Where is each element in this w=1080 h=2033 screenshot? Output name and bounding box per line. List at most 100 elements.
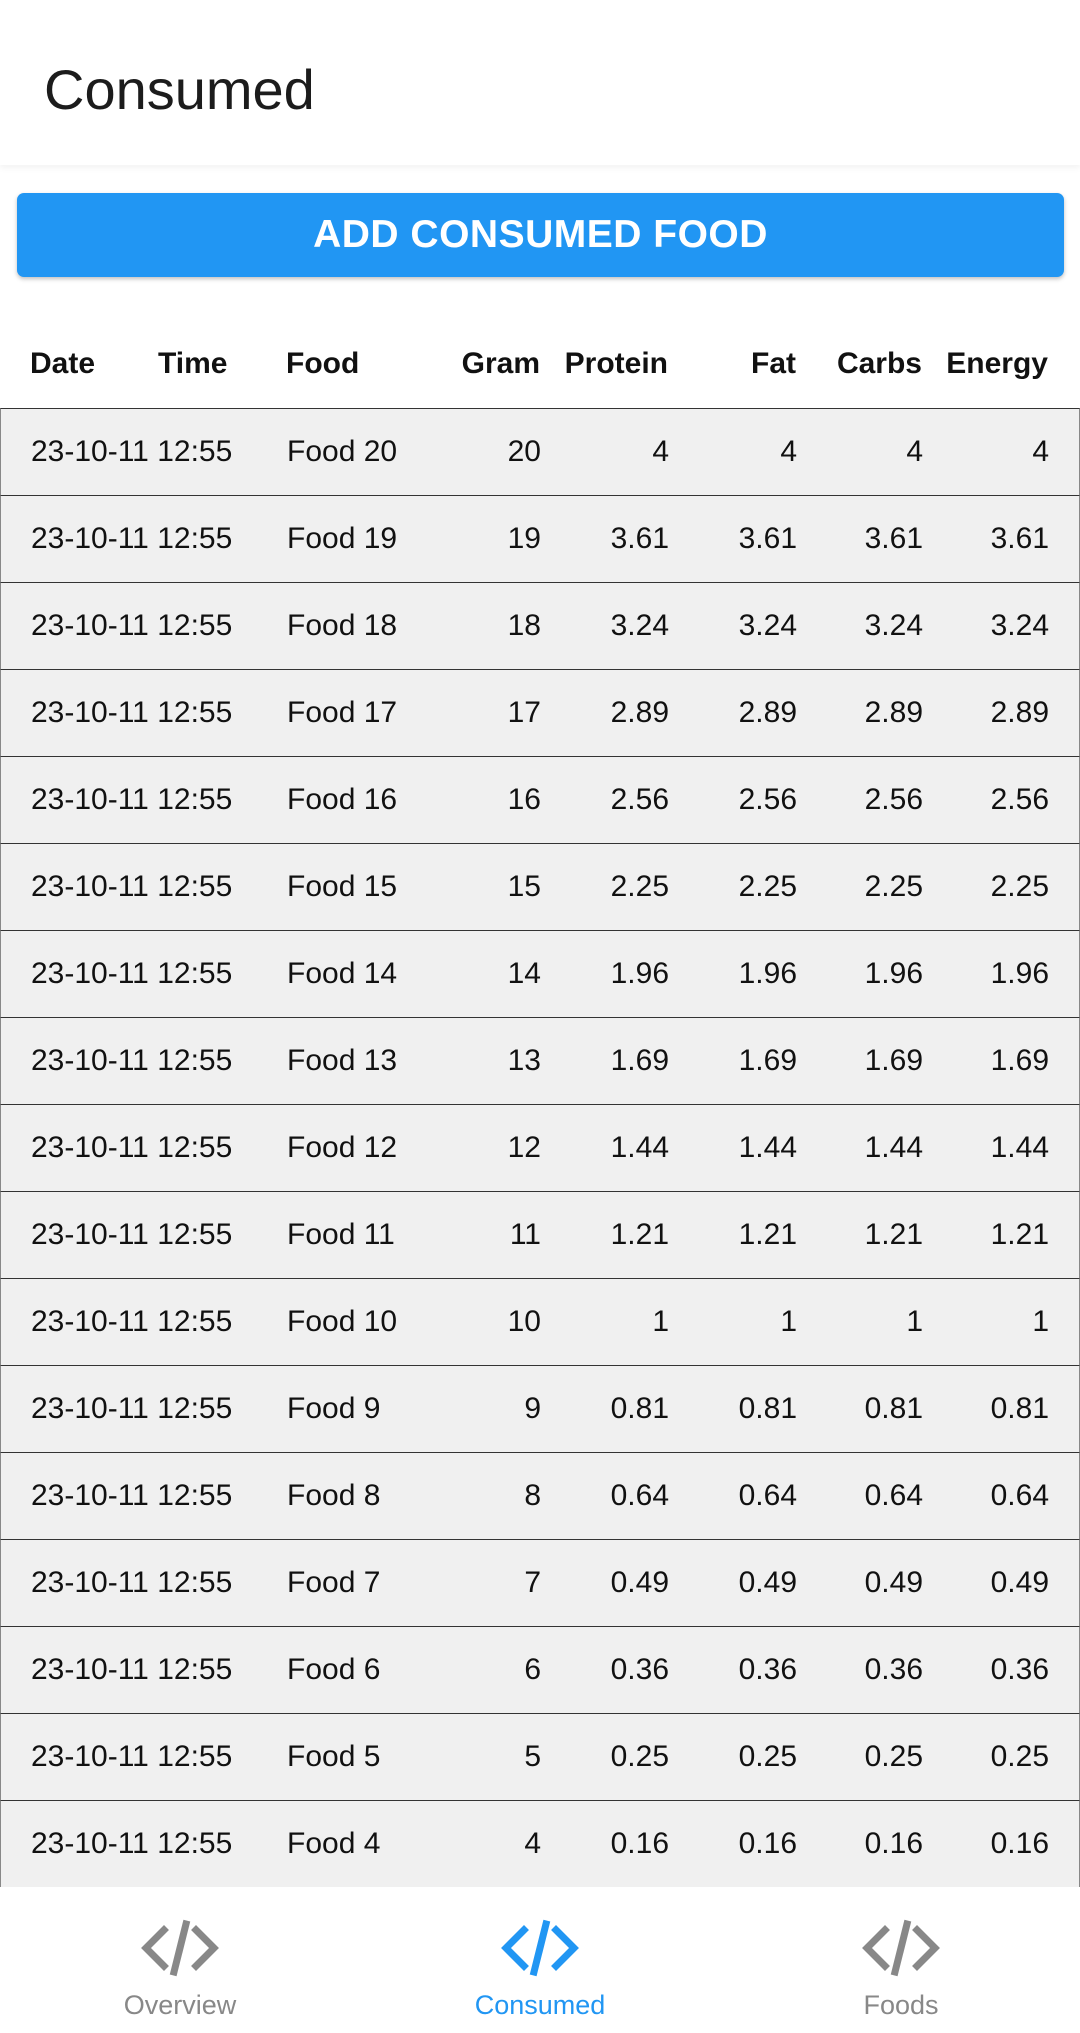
table-row[interactable]: 23-10-11 12:55 Food 14 14 1.96 1.96 1.96 1.96	[0, 930, 1080, 1017]
cell-carbs: 1.21	[864, 1218, 923, 1251]
cell-protein: 1.44	[610, 1131, 669, 1164]
table-row[interactable]: 23-10-11 12:55 Food 20 20 4 4 4 4	[0, 408, 1080, 495]
cell-fat: 2.89	[738, 696, 797, 729]
table-header: Date Time Food Gram Protein Fat Carbs En…	[0, 318, 1080, 410]
cell-gram: 6	[524, 1653, 541, 1686]
cell-energy: 1.69	[990, 1044, 1049, 1077]
cell-datetime: 23-10-11 12:55	[31, 1131, 233, 1164]
cell-fat: 2.56	[738, 783, 797, 816]
cell-energy: 0.16	[990, 1827, 1049, 1860]
cell-fat: 0.25	[738, 1740, 797, 1773]
nav-label-foods: Foods	[863, 1990, 939, 2020]
table-row[interactable]: 23-10-11 12:55 Food 13 13 1.69 1.69 1.69 1.69	[0, 1017, 1080, 1104]
nav-label-consumed: Consumed	[474, 1990, 606, 2020]
cell-datetime: 23-10-11 12:55	[31, 435, 233, 468]
table-row[interactable]: 23-10-11 12:55 Food 4 4 0.16 0.16 0.16 0.16	[0, 1800, 1080, 1887]
cell-protein: 3.61	[610, 522, 669, 555]
cell-gram: 19	[507, 522, 541, 555]
cell-carbs: 4	[906, 435, 923, 468]
cell-food: Food 12	[287, 1131, 398, 1164]
table-row[interactable]: 23-10-11 12:55 Food 16 16 2.56 2.56 2.56 2.56	[0, 756, 1080, 843]
cell-protein: 2.56	[610, 783, 669, 816]
cell-food: Food 7	[287, 1566, 381, 1599]
table-row[interactable]: 23-10-11 12:55 Food 15 15 2.25 2.25 2.25 2.25	[0, 843, 1080, 930]
cell-protein: 0.81	[610, 1392, 669, 1425]
cell-datetime: 23-10-11 12:55	[31, 1392, 233, 1425]
cell-protein: 1.96	[610, 957, 669, 990]
column-header-date[interactable]: Date	[30, 347, 96, 380]
cell-fat: 0.16	[738, 1827, 797, 1860]
consumed-table-body[interactable]: 23-10-11 12:55 Food 20 20 4 4 4 4 23-10-11 12:5…	[0, 408, 1080, 1896]
nav-item-overview[interactable]: Overview	[50, 1896, 310, 2033]
cell-carbs: 1.96	[864, 957, 923, 990]
cell-food: Food 9	[287, 1392, 381, 1425]
cell-energy: 1.44	[990, 1131, 1049, 1164]
column-header-gram[interactable]: Gram	[461, 347, 540, 380]
column-header-carbs[interactable]: Carbs	[836, 347, 922, 380]
cell-fat: 1.69	[738, 1044, 797, 1077]
column-header-energy[interactable]: Energy	[946, 347, 1048, 380]
cell-gram: 20	[507, 435, 541, 468]
column-header-protein[interactable]: Protein	[564, 347, 668, 380]
table-row[interactable]: 23-10-11 12:55 Food 8 8 0.64 0.64 0.64 0.64	[0, 1452, 1080, 1539]
cell-datetime: 23-10-11 12:55	[31, 1218, 233, 1251]
cell-energy: 2.25	[990, 870, 1049, 903]
add-consumed-food-button[interactable]: ADD CONSUMED FOOD	[17, 193, 1064, 277]
cell-food: Food 10	[287, 1305, 398, 1338]
cell-fat: 1.96	[738, 957, 797, 990]
cell-food: Food 14	[287, 957, 398, 990]
cell-protein: 0.64	[610, 1479, 669, 1512]
cell-protein: 1	[652, 1305, 669, 1338]
column-header-food[interactable]: Food	[286, 347, 360, 380]
cell-food: Food 15	[287, 870, 398, 903]
column-header-fat[interactable]: Fat	[751, 347, 796, 380]
cell-energy: 2.89	[990, 696, 1049, 729]
cell-fat: 0.81	[738, 1392, 797, 1425]
bottom-navigation: Overview Consumed Foods	[0, 1896, 1080, 2033]
table-row[interactable]: 23-10-11 12:55 Food 11 11 1.21 1.21 1.21 1.21	[0, 1191, 1080, 1278]
cell-gram: 18	[507, 609, 541, 642]
cell-energy: 0.49	[990, 1566, 1049, 1599]
cell-carbs: 0.16	[864, 1827, 923, 1860]
table-row[interactable]: 23-10-11 12:55 Food 5 5 0.25 0.25 0.25 0.25	[0, 1713, 1080, 1800]
table-row[interactable]: 23-10-11 12:55 Food 7 7 0.49 0.49 0.49 0.49	[0, 1539, 1080, 1626]
cell-datetime: 23-10-11 12:55	[31, 522, 233, 555]
cell-protein: 1.21	[610, 1218, 669, 1251]
column-header-time[interactable]: Time	[158, 347, 228, 380]
cell-food: Food 6	[287, 1653, 381, 1686]
cell-food: Food 5	[287, 1740, 381, 1773]
cell-carbs: 2.25	[864, 870, 923, 903]
table-row[interactable]: 23-10-11 12:55 Food 17 17 2.89 2.89 2.89 2.89	[0, 669, 1080, 756]
table-row[interactable]: 23-10-11 12:55 Food 6 6 0.36 0.36 0.36 0.36	[0, 1626, 1080, 1713]
app-header: Consumed	[0, 0, 1080, 165]
nav-item-consumed[interactable]: Consumed	[410, 1896, 670, 2033]
cell-carbs: 0.49	[864, 1566, 923, 1599]
cell-protein: 3.24	[610, 609, 669, 642]
cell-fat: 0.49	[738, 1566, 797, 1599]
cell-protein: 2.89	[610, 696, 669, 729]
cell-gram: 5	[524, 1740, 541, 1773]
cell-fat: 1	[780, 1305, 797, 1338]
table-row[interactable]: 23-10-11 12:55 Food 18 18 3.24 3.24 3.24 3.24	[0, 582, 1080, 669]
cell-gram: 15	[507, 870, 541, 903]
cell-gram: 10	[507, 1305, 541, 1338]
cell-fat: 3.24	[738, 609, 797, 642]
table-row[interactable]: 23-10-11 12:55 Food 9 9 0.81 0.81 0.81 0.81	[0, 1365, 1080, 1452]
cell-energy: 0.36	[990, 1653, 1049, 1686]
cell-energy: 2.56	[990, 783, 1049, 816]
table-row[interactable]: 23-10-11 12:55 Food 12 12 1.44 1.44 1.44 1.44	[0, 1104, 1080, 1191]
cell-energy: 0.64	[990, 1479, 1049, 1512]
cell-gram: 12	[507, 1131, 541, 1164]
cell-carbs: 0.25	[864, 1740, 923, 1773]
cell-gram: 13	[507, 1044, 541, 1077]
cell-carbs: 0.64	[864, 1479, 923, 1512]
table-row[interactable]: 23-10-11 12:55 Food 10 10 1 1 1 1	[0, 1278, 1080, 1365]
table-row[interactable]: 23-10-11 12:55 Food 19 19 3.61 3.61 3.61 3.61	[0, 495, 1080, 582]
cell-protein: 0.16	[610, 1827, 669, 1860]
cell-energy: 0.81	[990, 1392, 1049, 1425]
cell-food: Food 17	[287, 696, 398, 729]
cell-food: Food 16	[287, 783, 398, 816]
nav-item-foods[interactable]: Foods	[771, 1896, 1031, 2033]
cell-energy: 4	[1032, 435, 1049, 468]
